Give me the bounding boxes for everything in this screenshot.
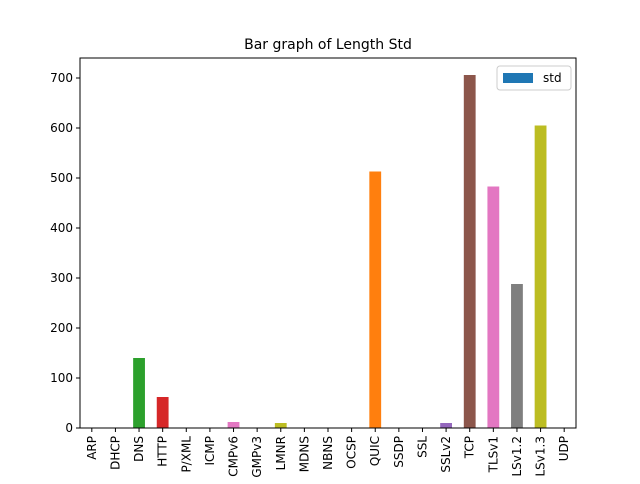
y-tick-label: 600	[50, 121, 73, 135]
bar-sslv2	[440, 423, 452, 428]
bar-cmpv6	[227, 422, 240, 428]
x-tick-label: CMPv6	[227, 436, 241, 477]
legend-label: std	[543, 71, 562, 85]
legend-box	[496, 65, 572, 91]
x-tick-label: P/XML	[179, 436, 193, 473]
bar-lsv1-3	[534, 125, 547, 428]
bar-lmnr	[274, 423, 287, 428]
bar-tlsv1	[487, 186, 500, 428]
x-tick-label: DHCP	[108, 436, 122, 470]
plot-frame	[79, 57, 577, 429]
bar-lsv1-2	[511, 284, 523, 428]
x-tick-label: ICMP	[203, 436, 217, 466]
x-tick-label: TLSv1	[486, 436, 500, 473]
y-tick-label: 700	[50, 71, 73, 85]
x-tick-label: LMNR	[274, 436, 288, 470]
legend: std	[496, 65, 572, 91]
x-tick-label: NBNS	[321, 436, 335, 470]
x-tick-label: MDNS	[297, 436, 311, 472]
y-axis: 0 100 200 300 400 500 600 700	[50, 71, 80, 435]
x-axis: ARP DHCP DNS HTTP P/XML ICMP CMPv6 GMPv3 LMNR MDN…	[85, 428, 571, 478]
x-tick-label: SSL	[415, 436, 429, 458]
x-tick-label: SSLv2	[439, 436, 453, 473]
y-tick-label: 200	[50, 321, 73, 335]
y-tick-label: 0	[65, 421, 73, 435]
bar-dns	[133, 358, 145, 428]
x-tick-label: LSv1.2	[510, 436, 524, 477]
x-tick-label: ARP	[85, 436, 99, 460]
x-tick-label: HTTP	[156, 436, 170, 467]
bar-quic	[369, 171, 382, 428]
y-tick-label: 400	[50, 221, 73, 235]
y-tick-label: 300	[50, 271, 73, 285]
x-tick-label: SSDP	[392, 436, 406, 468]
y-tick-label: 100	[50, 371, 73, 385]
chart-title: Bar graph of Length Std	[244, 37, 412, 53]
x-tick-label: OCSP	[345, 436, 359, 469]
x-tick-label: UDP	[557, 436, 571, 461]
x-tick-label: QUIC	[368, 436, 382, 466]
x-tick-label: LSv1.3	[534, 436, 548, 477]
bar-tcp	[463, 75, 476, 428]
bar-http	[156, 397, 169, 428]
legend-swatch	[503, 73, 533, 83]
bars-group	[133, 75, 547, 428]
x-tick-label: DNS	[132, 436, 146, 462]
y-tick-label: 500	[50, 171, 73, 185]
x-tick-label: GMPv3	[250, 436, 264, 478]
x-tick-label: TCP	[463, 436, 477, 459]
